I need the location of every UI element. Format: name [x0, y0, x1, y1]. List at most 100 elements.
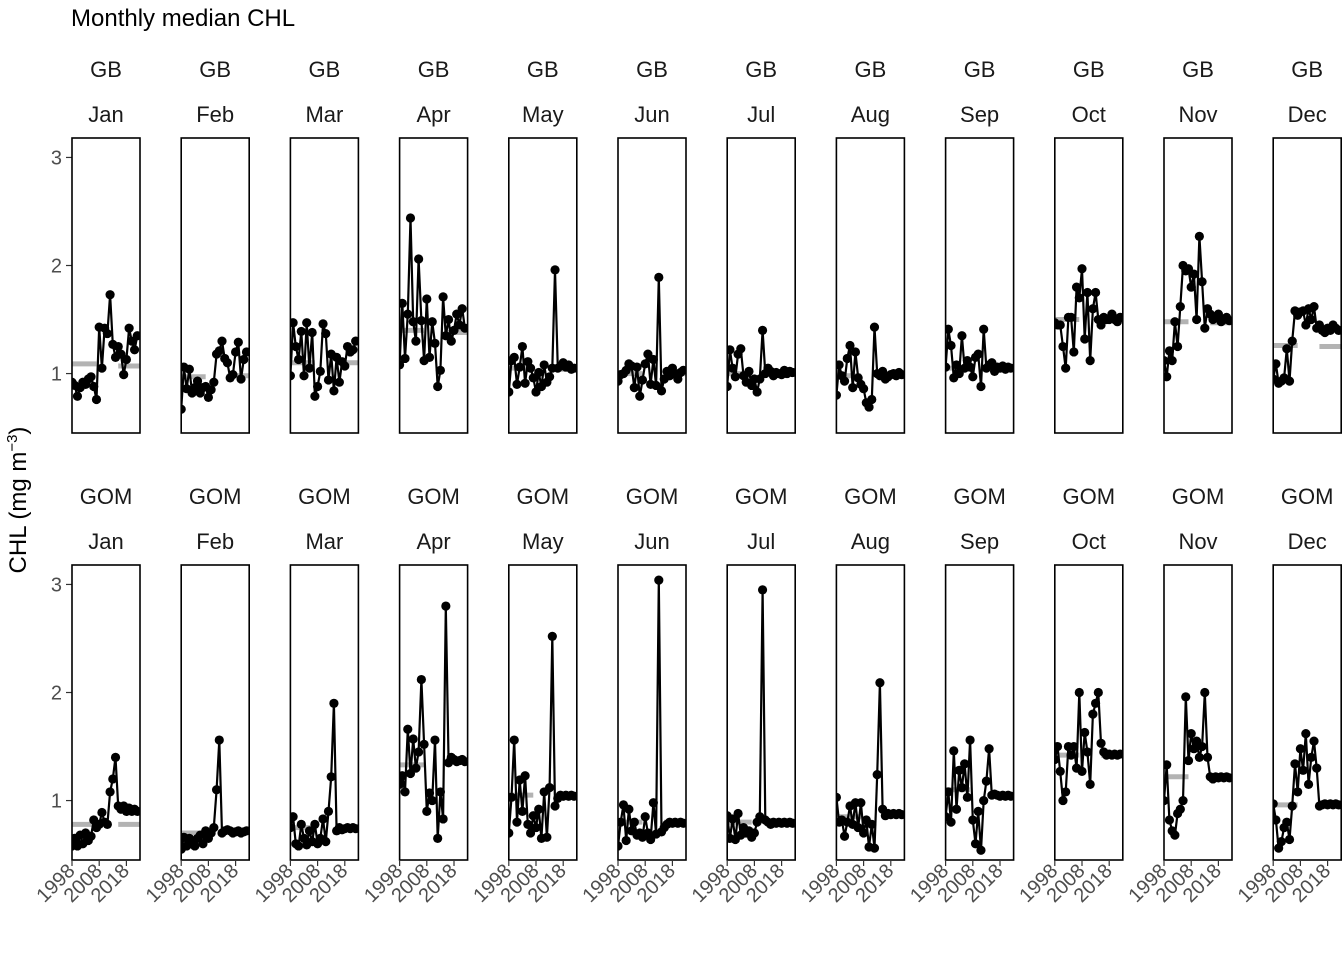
data-point	[1224, 316, 1232, 326]
data-point	[512, 379, 522, 389]
data-point	[1298, 765, 1308, 775]
data-point	[211, 785, 222, 795]
data-point	[108, 774, 118, 784]
data-point	[1170, 830, 1180, 840]
data-point	[184, 364, 194, 374]
panel-plot-area	[72, 290, 140, 405]
data-point	[1170, 317, 1180, 327]
data-point	[508, 828, 514, 838]
data-point	[340, 361, 350, 371]
data-point	[624, 804, 634, 814]
data-point	[618, 841, 623, 851]
data-point	[119, 370, 129, 380]
data-point	[648, 354, 658, 365]
data-point	[110, 752, 121, 762]
data-point	[296, 326, 306, 337]
data-point	[945, 787, 953, 797]
data-point	[945, 324, 953, 334]
data-point	[457, 304, 467, 314]
panel-plot-area	[618, 575, 686, 851]
data-point	[403, 724, 413, 734]
data-point	[132, 331, 140, 341]
data-point	[534, 367, 544, 378]
data-point	[859, 384, 869, 394]
data-point	[1306, 752, 1316, 762]
facet-panels: 123GBJanGBFebGBMarGBAprGBMayGBJunGBJulGB…	[33, 57, 1342, 907]
data-point	[435, 365, 445, 375]
data-point	[318, 319, 328, 329]
data-point	[424, 352, 435, 362]
series-line	[727, 588, 793, 841]
data-point	[640, 812, 650, 822]
y-tick-label: 2	[51, 683, 62, 705]
data-point	[1293, 787, 1303, 797]
data-point	[970, 839, 981, 849]
data-point	[550, 265, 560, 275]
data-point	[1085, 779, 1095, 789]
data-point	[509, 352, 519, 362]
y-tick-label: 1	[51, 364, 62, 386]
data-point	[351, 824, 359, 834]
data-point	[962, 792, 972, 802]
data-point	[411, 336, 421, 346]
data-point	[102, 819, 112, 829]
panel-plot-area	[945, 735, 1014, 855]
data-point	[1287, 801, 1297, 811]
data-point	[550, 801, 560, 811]
strip-region-label: GB	[1073, 57, 1105, 82]
data-point	[1194, 231, 1204, 241]
data-point	[618, 817, 626, 827]
data-point	[313, 381, 323, 392]
data-point	[836, 390, 841, 400]
data-point	[1312, 763, 1322, 773]
data-point	[1080, 334, 1090, 344]
data-point	[842, 353, 852, 364]
panel-border	[1272, 137, 1342, 434]
panel-gb-oct: GB Oct	[1054, 57, 1124, 434]
strip-month-label: Mar	[305, 102, 343, 127]
strip-month-label: Dec	[1288, 529, 1327, 554]
data-point	[515, 362, 525, 372]
data-point	[1164, 346, 1175, 356]
data-point	[951, 360, 962, 370]
data-point	[414, 254, 424, 264]
data-point	[1074, 293, 1084, 303]
data-point	[1088, 709, 1098, 719]
panel-gb-jan: GB Jan	[71, 57, 141, 434]
panel-plot-area	[290, 698, 359, 851]
data-point	[1273, 359, 1281, 369]
data-point	[508, 387, 514, 397]
panel-gb-nov: GB Nov	[1163, 57, 1233, 434]
data-point	[1164, 795, 1169, 806]
data-point	[1197, 277, 1207, 287]
data-point	[241, 826, 250, 836]
data-point	[460, 757, 468, 767]
data-point	[86, 831, 96, 841]
strip-month-label: Aug	[851, 102, 890, 127]
data-point	[957, 783, 967, 793]
data-point	[1061, 363, 1071, 373]
data-point	[945, 362, 951, 372]
data-point	[326, 772, 336, 782]
data-point	[1164, 372, 1172, 382]
strip-month-label: Apr	[416, 529, 450, 554]
strip-month-label: Nov	[1178, 102, 1217, 127]
series-line	[1164, 235, 1231, 378]
panel-gb-may: GB May	[507, 57, 578, 434]
data-point	[129, 345, 140, 355]
data-point	[323, 375, 334, 385]
data-point	[632, 362, 642, 372]
data-point	[97, 363, 107, 373]
data-point	[951, 804, 962, 814]
data-point	[539, 360, 549, 370]
data-point	[1058, 795, 1068, 806]
strip-region-label: GB	[964, 57, 996, 82]
panel-gb-jul: GB Jul	[726, 57, 797, 434]
data-point	[981, 776, 992, 786]
data-point	[435, 787, 445, 797]
data-point	[727, 345, 735, 355]
panel-border	[180, 564, 250, 861]
data-point	[1006, 363, 1014, 373]
data-point	[1085, 356, 1095, 366]
panel-gb-apr: GB Apr	[398, 57, 469, 434]
